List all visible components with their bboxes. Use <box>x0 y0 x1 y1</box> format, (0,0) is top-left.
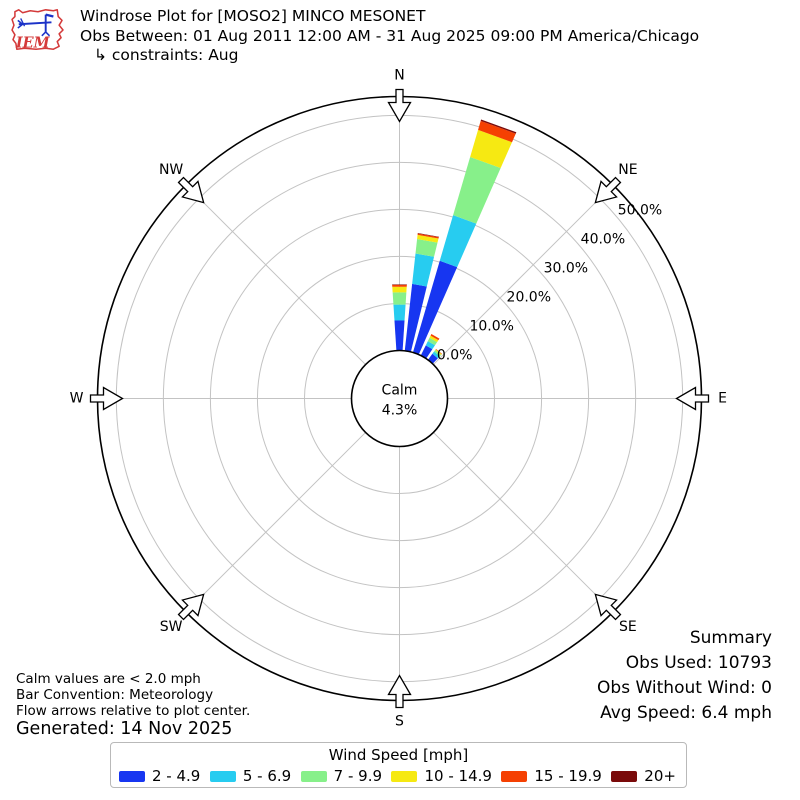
flow-arrow-icon <box>177 593 205 621</box>
flow-arrow-icon <box>89 386 124 411</box>
iem-logo: IEM <box>11 9 64 51</box>
iowa-outline-icon <box>11 9 64 50</box>
legend-entry-label: 2 - 4.9 <box>152 767 201 785</box>
summary-obs-used: Obs Used: 10793 <box>625 653 772 673</box>
direction-label: NW <box>159 162 183 178</box>
direction-label: SW <box>160 619 183 635</box>
direction-label: SE <box>619 619 637 635</box>
calm-value: 4.3% <box>382 403 418 419</box>
summary-block: Summary Obs Used: 10793 Obs Without Wind… <box>597 626 772 726</box>
legend-swatch <box>611 770 638 782</box>
legend-entry: 7 - 9.9 <box>300 767 383 785</box>
windrose-bar-segment <box>435 348 443 355</box>
flow-arrow-icon <box>177 176 205 204</box>
windrose-bar-segment <box>392 286 407 293</box>
spoke-line <box>185 432 366 613</box>
wind-speed-legend: Wind Speed [mph] 2 - 4.9 5 - 6.9 7 - 9.9 10… <box>110 742 687 788</box>
windrose-bar-segment <box>439 215 477 268</box>
windrose-bar-segment <box>412 260 458 355</box>
constraint-note: ↳ constraints: Aug <box>94 46 239 64</box>
windrose-bar-segment <box>470 129 513 169</box>
summary-avg-speed: Avg Speed: 6.4 mph <box>600 703 772 723</box>
windrose-bar-segment <box>429 335 439 343</box>
legend-entry-label: 20+ <box>644 767 676 785</box>
legend-entry: 5 - 6.9 <box>209 767 292 785</box>
windrose-bar-segment <box>432 351 440 359</box>
direction-label: S <box>395 714 404 730</box>
windrose-bar-segment <box>415 239 438 257</box>
ring-percent-label: 30.0% <box>544 261 588 277</box>
weather-vane-icon <box>17 13 54 37</box>
legend-entry-label: 5 - 6.9 <box>242 767 292 785</box>
windrose-bar-segment <box>420 345 433 359</box>
legend-entries: 2 - 4.9 5 - 6.9 7 - 9.9 10 - 14.9 15 - 19.9 2… <box>111 764 686 785</box>
flow-arrow-icon <box>675 386 710 411</box>
flow-arrow-icon <box>594 593 622 621</box>
windrose-bar-segment <box>453 156 501 224</box>
ring-percent-label: 40.0% <box>581 232 625 248</box>
windrose-bar-segment <box>393 304 406 321</box>
legend-entry: 10 - 14.9 <box>391 767 492 785</box>
legend-swatch <box>501 770 528 782</box>
note-bar-convention: Bar Convention: Meteorology <box>16 687 214 703</box>
legend-entry: 2 - 4.9 <box>119 767 200 785</box>
grid-ring <box>209 208 590 589</box>
legend-entry-label: 7 - 9.9 <box>333 767 383 785</box>
note-calm-threshold: Calm values are < 2.0 mph <box>16 671 201 687</box>
windrose-bar-segment <box>417 234 439 243</box>
legend-entry: 20+ <box>611 767 676 785</box>
footnotes: Calm values are < 2.0 mph Bar Convention… <box>16 671 250 739</box>
flow-arrow-icon <box>594 176 622 204</box>
legend-swatch <box>119 770 145 782</box>
direction-label: NE <box>618 162 637 178</box>
windrose-bar-segment <box>417 233 439 239</box>
windrose-bar-segment <box>417 232 439 238</box>
calm-circle <box>350 349 449 448</box>
grid-ring <box>256 255 543 542</box>
windrose-bar-segment <box>434 349 442 357</box>
windrose-bar-segment <box>404 283 427 352</box>
page-title: Windrose Plot for [MOSO2] MINCO MESONET <box>80 7 426 25</box>
direction-label: N <box>394 68 404 84</box>
summary-title: Summary <box>689 628 772 648</box>
windrose-bar-segment <box>392 292 407 305</box>
legend-title: Wind Speed [mph] <box>328 746 469 764</box>
windrose-bar-segment <box>425 341 436 350</box>
ring-percent-label: 0.0% <box>437 347 473 363</box>
generated-date: Generated: 14 Nov 2025 <box>16 719 233 739</box>
page-subtitle: Obs Between: 01 Aug 2011 12:00 AM - 31 A… <box>80 26 700 45</box>
legend-swatch <box>391 770 418 782</box>
windrose-bar-segment <box>412 253 435 287</box>
windrose-bar-segment <box>392 284 407 287</box>
windrose-bar-segment <box>430 333 440 341</box>
legend-swatch <box>300 770 327 782</box>
windrose-bar-segment <box>394 320 405 351</box>
logo-text: IEM <box>15 34 51 51</box>
windrose-bar-segment <box>480 119 517 134</box>
legend-entry-label: 15 - 19.9 <box>534 767 602 785</box>
windrose-bar-segment <box>427 337 438 346</box>
legend-swatch <box>209 770 236 782</box>
grid-ring <box>162 161 637 636</box>
windrose-bar-segment <box>435 349 442 355</box>
spoke-line <box>433 184 614 365</box>
header-titles: Windrose Plot for [MOSO2] MINCO MESONET … <box>80 7 699 66</box>
windrose-bar-segment <box>478 120 516 143</box>
direction-label: E <box>718 391 727 407</box>
ring-percent-label: 20.0% <box>507 289 551 305</box>
note-flow-arrows: Flow arrows relative to plot center. <box>16 703 251 719</box>
ring-percent-label: 10.0% <box>469 318 513 334</box>
spoke-line <box>433 432 614 613</box>
calm-label: Calm <box>382 383 418 399</box>
ring-percent-label: 50.0% <box>618 203 662 219</box>
spoke-line <box>185 184 366 365</box>
legend-entry-label: 10 - 14.9 <box>424 767 492 785</box>
direction-label: W <box>70 391 84 407</box>
flow-arrow-icon <box>387 88 412 123</box>
summary-obs-without-wind: Obs Without Wind: 0 <box>597 678 772 698</box>
legend-entry: 15 - 19.9 <box>501 767 602 785</box>
flow-arrow-icon <box>387 674 412 709</box>
